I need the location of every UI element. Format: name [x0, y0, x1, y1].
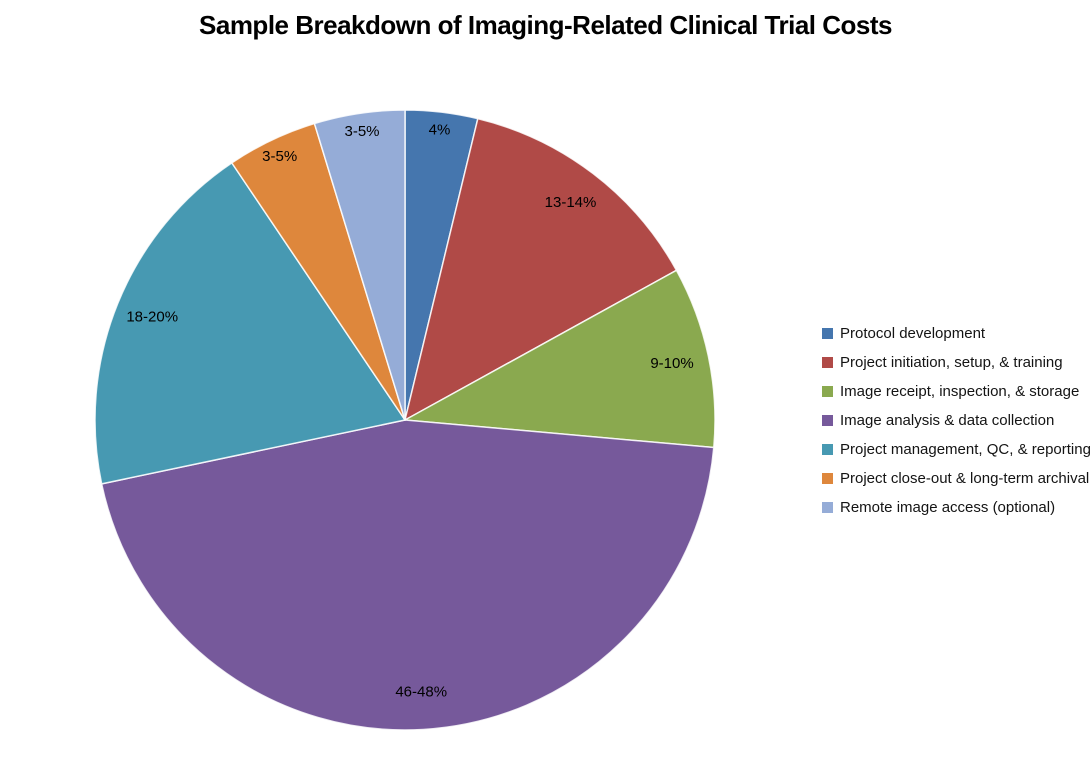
legend-label: Image analysis & data collection	[840, 412, 1055, 429]
legend-swatch-icon	[822, 357, 833, 368]
slice-value-label-6: 3-5%	[344, 123, 379, 140]
legend-label: Project management, QC, & reporting	[840, 441, 1091, 458]
slice-value-label-0: 4%	[429, 122, 451, 139]
legend-label: Image receipt, inspection, & storage	[840, 383, 1080, 400]
legend-item-5: Project close-out & long-term archival	[822, 464, 1090, 493]
legend-swatch-icon	[822, 386, 833, 397]
slice-value-label-3: 46-48%	[395, 683, 447, 700]
legend-item-4: Project management, QC, & reporting	[822, 435, 1091, 464]
legend-item-2: Image receipt, inspection, & storage	[822, 377, 1088, 406]
legend-label: Project close-out & long-term archival	[840, 470, 1090, 487]
slice-value-label-1: 13-14%	[545, 194, 597, 211]
legend-item-3: Image analysis & data collection	[822, 406, 1088, 435]
legend-label: Project initiation, setup, & training	[840, 354, 1063, 371]
legend-item-6: Remote image access (optional)	[822, 493, 1088, 522]
legend-swatch-icon	[822, 328, 833, 339]
legend: Protocol development Project initiation, …	[822, 319, 1091, 522]
chart-title: Sample Breakdown of Imaging-Related Clin…	[199, 10, 892, 40]
legend-swatch-icon	[822, 473, 833, 484]
pie-slice-3	[100, 419, 715, 731]
legend-swatch-icon	[822, 502, 833, 513]
slice-value-label-5: 3-5%	[262, 148, 297, 165]
slice-value-label-4: 18-20%	[126, 308, 178, 325]
legend-label: Remote image access (optional)	[840, 499, 1056, 516]
legend-swatch-icon	[822, 415, 833, 426]
legend-item-0: Protocol development	[822, 319, 1088, 348]
legend-swatch-icon	[822, 444, 833, 455]
pie-slice-4	[94, 162, 406, 485]
legend-label: Protocol development	[840, 325, 986, 342]
legend-item-1: Project initiation, setup, & training	[822, 348, 1088, 377]
pie-slice-6	[313, 109, 406, 421]
pie-slice-2	[404, 269, 716, 449]
pie-slice-1	[404, 117, 678, 421]
slice-value-label-2: 9-10%	[650, 355, 693, 372]
